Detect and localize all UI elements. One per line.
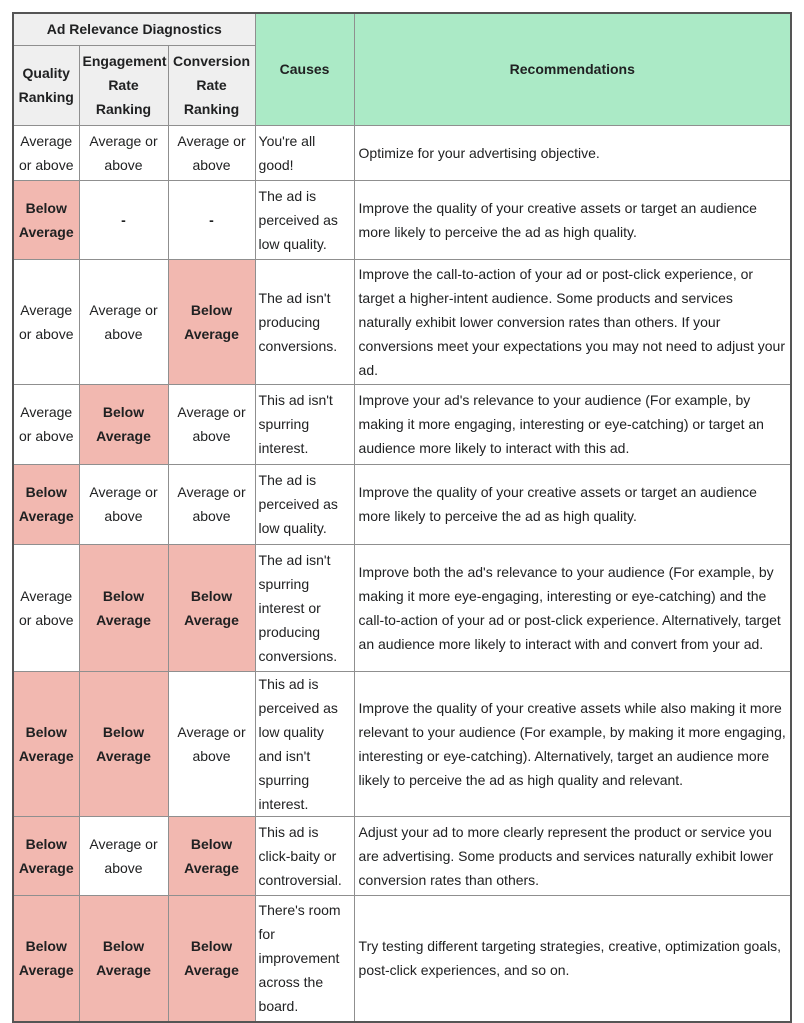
table-row: Below Average Average or above Average or …	[12, 463, 792, 545]
cause-cell: You're all good!	[254, 124, 355, 181]
cause-cell: The ad isn't spurring interest or produc…	[254, 543, 355, 672]
cause-cell: The ad is perceived as low quality.	[254, 179, 355, 260]
recommendation-cell: Try testing different targeting strategi…	[353, 894, 792, 1023]
table-row: Average or above Below Average Average or …	[12, 383, 792, 465]
quality-ranking-cell: Below Average	[12, 670, 80, 817]
table-row: Average or above Average or above Below Av…	[12, 258, 792, 385]
conversion-ranking-cell: Average or above	[167, 383, 256, 465]
conversion-ranking-cell: Average or above	[167, 124, 256, 181]
recommendations-header: Recommendations	[353, 12, 792, 126]
conversion-ranking-cell: Below Average	[167, 543, 256, 672]
recommendation-cell: Optimize for your advertising objective.	[353, 124, 792, 181]
quality-ranking-cell: Average or above	[12, 258, 80, 385]
engagement-ranking-cell: -	[78, 179, 169, 260]
recommendation-cell: Improve both the ad's relevance to your …	[353, 543, 792, 672]
quality-ranking-cell: Below Average	[12, 179, 80, 260]
cause-cell: This ad is perceived as low quality and …	[254, 670, 355, 817]
engagement-ranking-cell: Average or above	[78, 815, 169, 896]
quality-ranking-header: Quality Ranking	[12, 44, 80, 126]
quality-ranking-cell: Average or above	[12, 124, 80, 181]
group-header: Ad Relevance Diagnostics	[12, 12, 256, 46]
quality-ranking-cell: Average or above	[12, 383, 80, 465]
cause-cell: This ad is click-baity or controversial.	[254, 815, 355, 896]
conversion-ranking-cell: Average or above	[167, 670, 256, 817]
quality-ranking-cell: Below Average	[12, 894, 80, 1023]
conversion-ranking-cell: Average or above	[167, 463, 256, 545]
recommendation-cell: Improve the call-to-action of your ad or…	[353, 258, 792, 385]
recommendation-cell: Improve your ad's relevance to your audi…	[353, 383, 792, 465]
recommendation-cell: Improve the quality of your creative ass…	[353, 179, 792, 260]
table-row: Below Average Below Average Below Average T…	[12, 894, 792, 1023]
conversion-ranking-cell: Below Average	[167, 258, 256, 385]
cause-cell: The ad is perceived as low quality.	[254, 463, 355, 545]
engagement-ranking-cell: Below Average	[78, 543, 169, 672]
table-row: Below Average Average or above Below Avera…	[12, 815, 792, 896]
conversion-ranking-header: Conversion Rate Ranking	[167, 44, 256, 126]
table-body: Average or above Average or above Average …	[12, 124, 792, 1023]
quality-ranking-cell: Below Average	[12, 815, 80, 896]
quality-ranking-cell: Below Average	[12, 463, 80, 545]
engagement-ranking-cell: Below Average	[78, 894, 169, 1023]
engagement-ranking-cell: Average or above	[78, 463, 169, 545]
recommendation-cell: Improve the quality of your creative ass…	[353, 463, 792, 545]
cause-cell: The ad isn't producing conversions.	[254, 258, 355, 385]
engagement-ranking-cell: Below Average	[78, 383, 169, 465]
conversion-ranking-cell: Below Average	[167, 815, 256, 896]
quality-ranking-cell: Average or above	[12, 543, 80, 672]
table-row: Average or above Below Average Below Avera…	[12, 543, 792, 672]
conversion-ranking-cell: -	[167, 179, 256, 260]
recommendation-cell: Adjust your ad to more clearly represent…	[353, 815, 792, 896]
ad-relevance-diagnostics-table: Ad Relevance Diagnostics Causes Recommen…	[12, 12, 792, 1023]
table-row: Below Average - - The ad is perceived as lo…	[12, 179, 792, 260]
engagement-ranking-cell: Average or above	[78, 258, 169, 385]
recommendation-cell: Improve the quality of your creative ass…	[353, 670, 792, 817]
table-row: Below Average Below Average Average or abo…	[12, 670, 792, 817]
engagement-ranking-header: Engagement Rate Ranking	[78, 44, 169, 126]
table-row: Average or above Average or above Average …	[12, 124, 792, 181]
engagement-ranking-cell: Average or above	[78, 124, 169, 181]
causes-header: Causes	[254, 12, 355, 126]
engagement-ranking-cell: Below Average	[78, 670, 169, 817]
cause-cell: There's room for improvement across the …	[254, 894, 355, 1023]
cause-cell: This ad isn't spurring interest.	[254, 383, 355, 465]
conversion-ranking-cell: Below Average	[167, 894, 256, 1023]
